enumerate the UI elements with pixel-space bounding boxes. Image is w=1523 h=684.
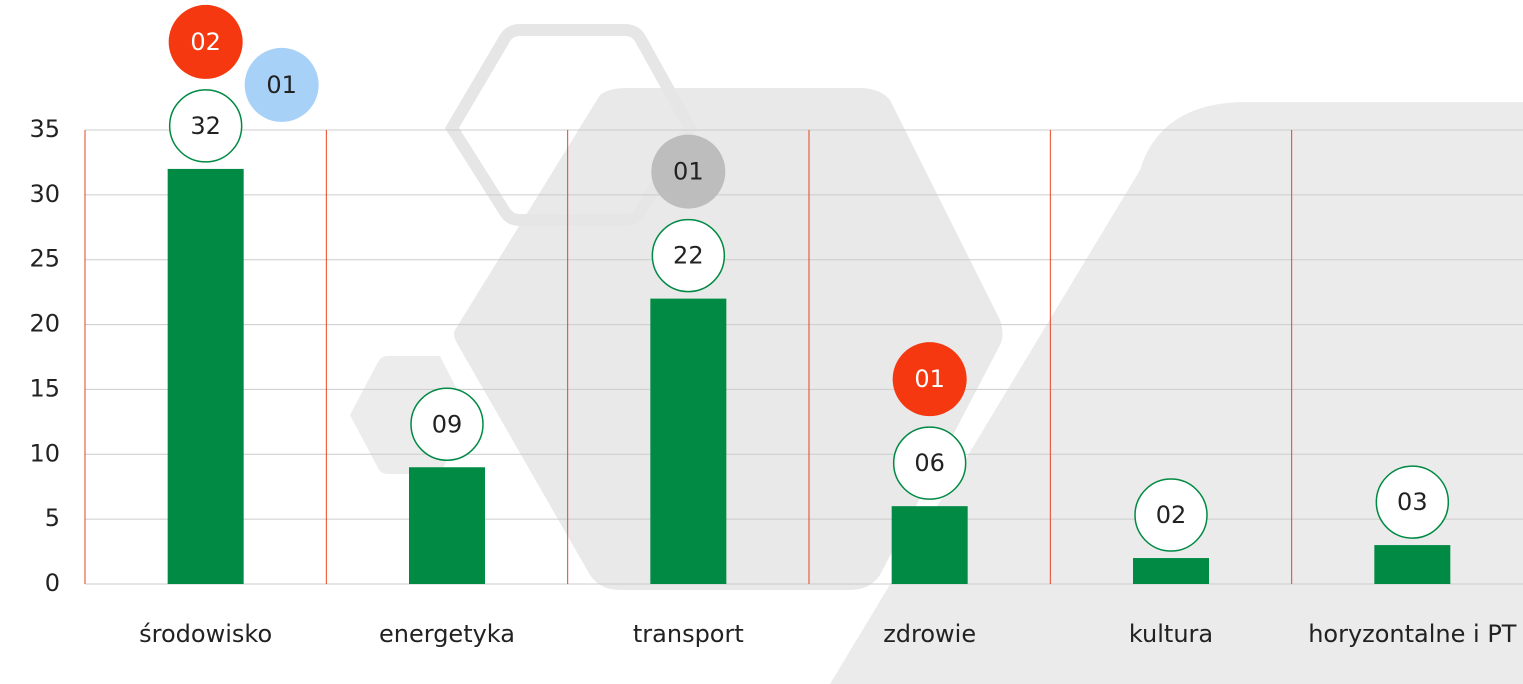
bar (1133, 558, 1209, 584)
x-tick-label: transport (632, 620, 744, 648)
y-tick-label: 15 (29, 374, 60, 402)
value-label: 02 (1156, 501, 1187, 529)
value-label-circle (410, 387, 484, 462)
x-tick-label: zdrowie (883, 620, 977, 648)
badge-label: 02 (190, 28, 221, 56)
badge (892, 342, 967, 417)
y-tick-label: 25 (29, 245, 60, 273)
badge-label: 01 (266, 71, 297, 99)
value-label: 22 (673, 242, 704, 270)
bar (409, 467, 485, 584)
badge-label: 01 (914, 365, 945, 393)
y-tick-label: 10 (29, 439, 60, 467)
bar (1374, 545, 1451, 584)
badge-label: 01 (673, 158, 704, 186)
y-tick-label: 20 (29, 310, 60, 338)
y-tick-label: 30 (29, 180, 60, 208)
badge (651, 134, 726, 209)
value-label-circle (651, 218, 726, 293)
x-tick-label: energetyka (379, 620, 515, 648)
badge (244, 47, 319, 122)
y-tick-label: 0 (45, 569, 60, 597)
bar (650, 298, 727, 584)
value-label-circle (168, 89, 243, 163)
value-label-circle (1134, 478, 1208, 552)
value-label-circle (892, 426, 967, 500)
y-tick-label: 35 (29, 115, 60, 143)
x-tick-label: środowisko (139, 620, 273, 648)
badge (168, 4, 243, 79)
value-label-circle (1375, 465, 1450, 539)
value-label: 32 (190, 112, 221, 140)
y-tick-label: 5 (45, 504, 60, 532)
value-label: 03 (1397, 488, 1428, 516)
x-tick-label: kultura (1128, 620, 1214, 648)
x-tick-label: horyzontalne i PT (1308, 620, 1517, 648)
value-label: 09 (432, 410, 463, 438)
bar (891, 506, 968, 584)
value-label: 06 (914, 449, 945, 477)
bar (167, 168, 244, 584)
